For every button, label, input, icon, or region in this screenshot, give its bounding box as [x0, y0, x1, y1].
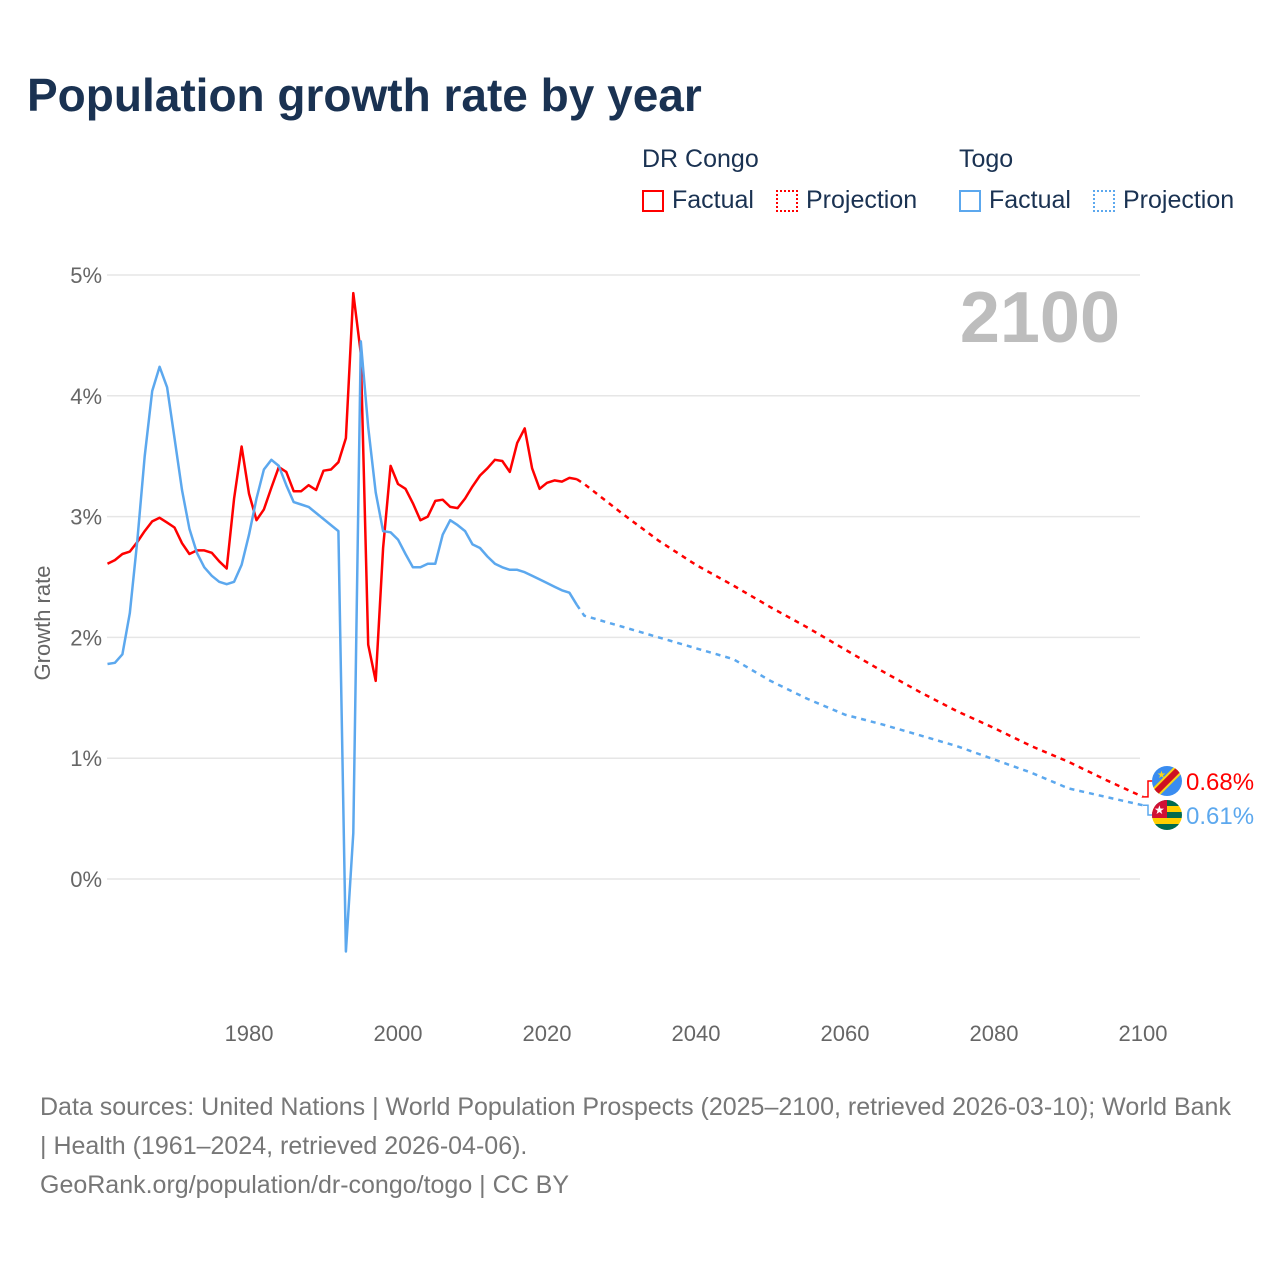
legend-togo-projection[interactable]: Projection — [1093, 186, 1234, 215]
legend-dr-congo-factual[interactable]: Factual — [642, 186, 754, 215]
x-tick-label: 2080 — [970, 1021, 1019, 1046]
y-tick-label: 0% — [70, 867, 102, 892]
dr-congo-projection-line[interactable] — [576, 478, 1144, 799]
end-label-connector — [1143, 804, 1153, 816]
svg-text:★: ★ — [1154, 803, 1165, 817]
end-label-connector — [1143, 780, 1153, 798]
source-link[interactable]: GeoRank.org/population/dr-congo/togo | C… — [40, 1171, 570, 1199]
togo-flag-icon: ★ — [1152, 800, 1182, 830]
dr-congo-factual-line[interactable] — [106, 291, 578, 683]
dr-congo-flag-icon: ★ — [1152, 766, 1182, 796]
legend-togo-factual[interactable]: Factual — [959, 186, 1071, 215]
legend-label: Factual — [672, 186, 754, 214]
x-tick-label: 2020 — [523, 1021, 572, 1046]
current-year-label: 2100 — [960, 278, 1120, 358]
y-tick-label: 4% — [70, 384, 102, 409]
legend-group-dr-congo: DR Congo — [642, 145, 759, 173]
legend-group-togo: Togo — [959, 145, 1014, 173]
legend-swatch-solid — [959, 189, 981, 212]
svg-text:★: ★ — [1157, 770, 1166, 781]
togo-projection-line[interactable] — [575, 604, 1144, 807]
x-tick-label: 1980 — [225, 1021, 274, 1046]
togo-factual-line[interactable] — [107, 340, 578, 953]
y-tick-label: 5% — [70, 263, 102, 288]
x-tick-label: 2040 — [672, 1021, 721, 1046]
legend-swatch-solid — [642, 189, 664, 212]
end-value-label: 0.61% — [1186, 803, 1254, 830]
data-sources: Data sources: United Nations | World Pop… — [40, 1093, 1231, 1160]
x-tick-label: 2060 — [821, 1021, 870, 1046]
end-value-label: 0.68% — [1186, 769, 1254, 796]
legend-dr-congo-projection[interactable]: Projection — [776, 186, 917, 215]
x-tick-label: 2000 — [374, 1021, 423, 1046]
y-tick-label: 3% — [70, 505, 102, 530]
legend-label: Factual — [989, 186, 1071, 214]
line-chart: 0% 1% 2% 3% 4% 5% 1980 2000 2020 2040 2060 2080 2100… — [30, 263, 1254, 1046]
legend-swatch-dotted — [776, 189, 798, 212]
chart-title: Population growth rate by year — [27, 69, 702, 121]
y-axis-label: Growth rate — [30, 566, 55, 681]
x-tick-label: 2100 — [1119, 1021, 1168, 1046]
legend-label: Projection — [806, 186, 918, 214]
legend-label: Projection — [1123, 186, 1235, 214]
footer: Data sources: United Nations | World Pop… — [40, 1088, 1240, 1205]
y-tick-label: 2% — [70, 625, 102, 650]
y-tick-label: 1% — [70, 746, 102, 771]
legend-swatch-dotted — [1093, 189, 1115, 212]
